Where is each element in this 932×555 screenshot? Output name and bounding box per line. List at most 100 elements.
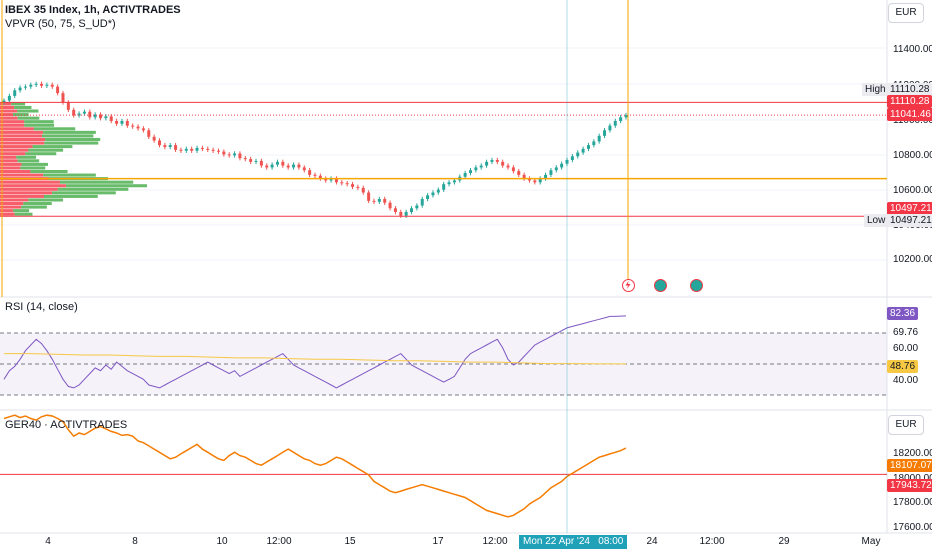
high-price-tag: 11110.28: [887, 95, 932, 108]
candle: [72, 107, 76, 118]
ger-currency-button[interactable]: EUR: [888, 415, 924, 435]
candle: [517, 168, 521, 178]
vpvr-bar-down: [0, 166, 21, 170]
earnings-event-icon[interactable]: [654, 279, 667, 292]
vpvr-bar-down: [0, 194, 44, 198]
candle: [447, 180, 451, 187]
candle: [174, 142, 178, 153]
currency-button[interactable]: EUR: [888, 3, 924, 23]
lightning-event-icon[interactable]: [622, 279, 635, 292]
vpvr-bar-down: [0, 123, 25, 127]
vpvr-bar-down: [0, 116, 18, 120]
vpvr-bar-up: [12, 113, 29, 117]
vpvr-bar-up: [43, 194, 98, 198]
x-tick: 8: [132, 536, 138, 547]
candle: [168, 142, 172, 150]
candle: [265, 163, 269, 170]
candle: [195, 145, 199, 153]
main-title[interactable]: IBEX 35 Index, 1h, ACTIVTRADES: [5, 4, 181, 16]
candle: [184, 146, 188, 153]
candle: [474, 165, 478, 173]
crosshair-date-label: Mon 22 Apr '24 08:00: [519, 535, 628, 549]
y-tick: 40.00: [893, 375, 919, 386]
candle: [227, 152, 231, 158]
candle: [131, 123, 135, 129]
candle: [501, 159, 505, 168]
vpvr-bar-down: [0, 173, 44, 177]
candle: [141, 126, 145, 133]
earnings-event-icon[interactable]: [690, 279, 703, 292]
vpvr-bar-up: [66, 184, 147, 188]
vpvr-bar-down: [0, 180, 60, 184]
candle: [29, 82, 33, 89]
y-tick: 69.76: [893, 327, 919, 338]
ger-legend[interactable]: GER40 · ACTIVTRADES: [5, 419, 128, 431]
candle: [216, 148, 220, 154]
candle: [152, 134, 156, 143]
candle: [281, 159, 285, 168]
candle: [538, 176, 542, 185]
candle: [34, 81, 38, 88]
vpvr-bar-up: [45, 137, 101, 142]
vpvr-bar-down: [0, 212, 15, 216]
vpvr-bar-up: [21, 162, 48, 166]
vpvr-bar-up: [17, 159, 40, 163]
candle: [297, 162, 301, 170]
candle: [259, 158, 263, 168]
high-value-plain: 11110.28: [887, 83, 932, 96]
candle: [495, 157, 499, 165]
vpvr-bar-up: [30, 169, 68, 174]
rsi-legend[interactable]: RSI (14, close): [5, 301, 78, 313]
vpvr-bar-down: [0, 202, 24, 206]
vpvr-bar-up: [28, 148, 64, 152]
y-tick: 17600.00: [893, 522, 932, 533]
candle: [592, 139, 596, 148]
candle: [275, 159, 279, 167]
vpvr-bar-down: [0, 145, 33, 149]
vpvr-bar-up: [13, 209, 30, 213]
vpvr-bar-up: [44, 141, 99, 145]
candle: [377, 196, 381, 205]
low-label: Low: [864, 214, 889, 227]
candle: [125, 118, 129, 128]
vpvr-bar-up: [14, 105, 32, 109]
candle: [426, 193, 430, 202]
vpvr-bar-up: [28, 198, 63, 202]
vpvr-bar-down: [0, 113, 13, 117]
candle: [436, 187, 440, 195]
candle: [243, 155, 247, 162]
candle: [7, 93, 11, 103]
vpvr-bar-down: [0, 137, 46, 142]
candle: [190, 146, 194, 153]
candle: [340, 180, 344, 186]
candle: [2, 98, 6, 105]
ger-last-tag: 18107.07: [887, 459, 932, 472]
low-value-plain: 10497.21: [887, 214, 932, 227]
candle: [463, 170, 467, 179]
vpvr-bar-up: [41, 134, 94, 138]
candle: [361, 185, 365, 195]
candle: [56, 84, 60, 96]
vpvr-bar-up: [11, 102, 26, 106]
candle: [345, 180, 349, 187]
candle: [356, 184, 360, 191]
rsi-line: [3, 315, 627, 389]
vpvr-bar-down: [0, 102, 12, 106]
vpvr-bar-up: [57, 187, 129, 191]
y-tick: 11400.00: [893, 44, 932, 55]
high-label: High: [862, 83, 889, 96]
candle: [608, 123, 612, 133]
candle: [120, 118, 124, 127]
x-tick: 24: [646, 536, 658, 547]
candle: [308, 167, 312, 178]
candle: [313, 172, 317, 179]
candle: [565, 157, 569, 166]
x-tick: 12:00: [482, 536, 508, 547]
candle: [372, 198, 376, 205]
candle: [549, 167, 553, 178]
y-tick: 60.00: [893, 343, 919, 354]
candle: [233, 151, 237, 158]
vpvr-legend[interactable]: VPVR (50, 75, S_UD*): [5, 18, 116, 30]
candle: [522, 172, 526, 181]
